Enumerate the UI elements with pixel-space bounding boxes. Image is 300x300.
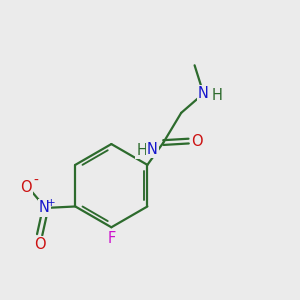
Text: O: O (34, 237, 46, 252)
Text: H: H (136, 143, 147, 158)
Text: +: + (47, 198, 56, 208)
Text: O: O (20, 180, 32, 195)
Text: N: N (39, 200, 50, 215)
Text: -: - (34, 174, 38, 188)
Text: N: N (198, 86, 209, 101)
Text: F: F (107, 231, 116, 246)
Text: N: N (147, 142, 158, 157)
Text: H: H (212, 88, 222, 104)
Text: O: O (191, 134, 203, 148)
